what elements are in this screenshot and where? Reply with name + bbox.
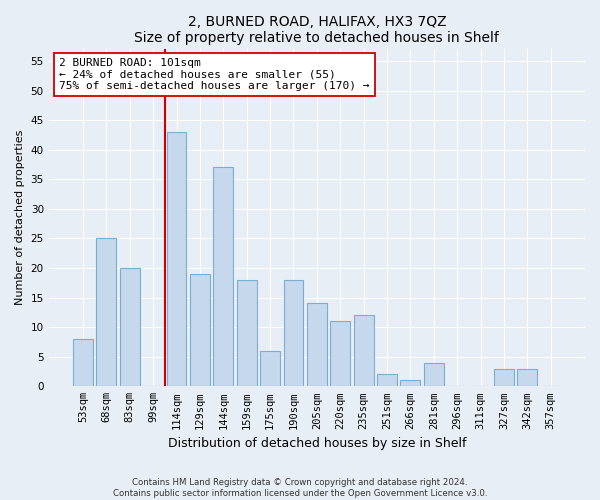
Bar [400, 380, 421, 386]
Bar [260, 351, 280, 386]
Text: 2 BURNED ROAD: 101sqm
← 24% of detached houses are smaller (55)
75% of semi-deta: 2 BURNED ROAD: 101sqm ← 24% of detached … [59, 58, 370, 91]
Y-axis label: Number of detached properties: Number of detached properties [15, 130, 25, 306]
Bar [284, 280, 304, 386]
Bar [307, 304, 327, 386]
Bar [517, 368, 537, 386]
Bar [353, 316, 374, 386]
Bar [377, 374, 397, 386]
Title: 2, BURNED ROAD, HALIFAX, HX3 7QZ
Size of property relative to detached houses in: 2, BURNED ROAD, HALIFAX, HX3 7QZ Size of… [134, 15, 499, 45]
Bar [424, 362, 443, 386]
Bar [214, 168, 233, 386]
Bar [73, 339, 93, 386]
X-axis label: Distribution of detached houses by size in Shelf: Distribution of detached houses by size … [167, 437, 466, 450]
Bar [167, 132, 187, 386]
Bar [120, 268, 140, 386]
Bar [97, 238, 116, 386]
Bar [330, 321, 350, 386]
Bar [494, 368, 514, 386]
Bar [237, 280, 257, 386]
Text: Contains HM Land Registry data © Crown copyright and database right 2024.
Contai: Contains HM Land Registry data © Crown c… [113, 478, 487, 498]
Bar [190, 274, 210, 386]
